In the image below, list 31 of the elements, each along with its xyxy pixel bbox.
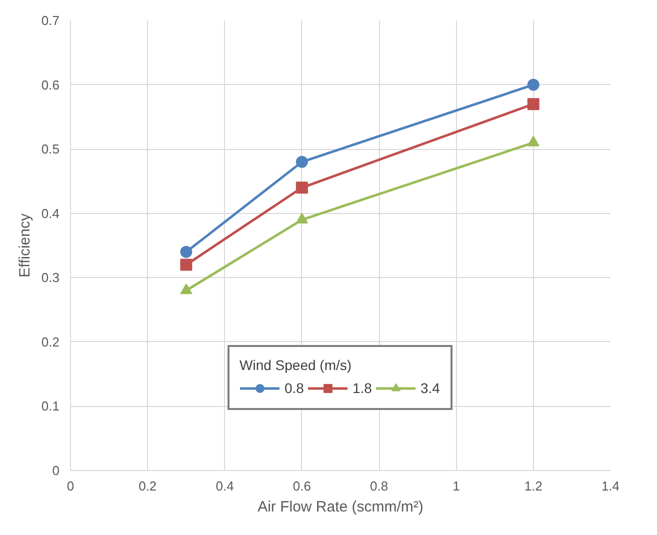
x-tick-label: 0.6 bbox=[292, 478, 311, 494]
legend-label: 3.4 bbox=[420, 380, 440, 396]
x-tick-label: 1.2 bbox=[524, 478, 542, 494]
point bbox=[180, 246, 192, 258]
x-tick-label: 0.4 bbox=[216, 478, 234, 494]
x-tick-label: 0.8 bbox=[370, 478, 388, 494]
point bbox=[296, 156, 308, 168]
point bbox=[527, 136, 540, 146]
y-tick-label: 0 bbox=[52, 463, 60, 478]
legend-label: 1.8 bbox=[352, 380, 372, 396]
point bbox=[527, 98, 540, 110]
y-tick-label: 0.3 bbox=[41, 270, 60, 286]
point bbox=[527, 78, 540, 91]
point bbox=[180, 284, 192, 294]
y-tick-label: 0.6 bbox=[41, 77, 60, 92]
y-tick-label: 0.4 bbox=[41, 206, 60, 221]
x-tick-label: 0.2 bbox=[138, 478, 157, 494]
point bbox=[180, 258, 192, 271]
y-tick-label: 0.5 bbox=[41, 142, 60, 157]
y-tick-label: 0.2 bbox=[41, 334, 60, 350]
y-axis-title: Efficiency bbox=[16, 213, 34, 278]
y-tick-label: 0.7 bbox=[41, 13, 60, 28]
x-tick-label: 1 bbox=[452, 478, 460, 494]
x-tick-label: 1.4 bbox=[601, 478, 620, 494]
y-tick-label: 0.1 bbox=[41, 398, 60, 414]
point bbox=[296, 182, 308, 194]
legend-label: 0.8 bbox=[284, 380, 304, 396]
x-tick-label: 0 bbox=[66, 478, 74, 494]
point bbox=[296, 212, 308, 224]
x-axis-title: Air Flow Rate (scmm/m²) bbox=[258, 498, 424, 516]
legend-title: Wind Speed (m/s) bbox=[240, 357, 353, 373]
